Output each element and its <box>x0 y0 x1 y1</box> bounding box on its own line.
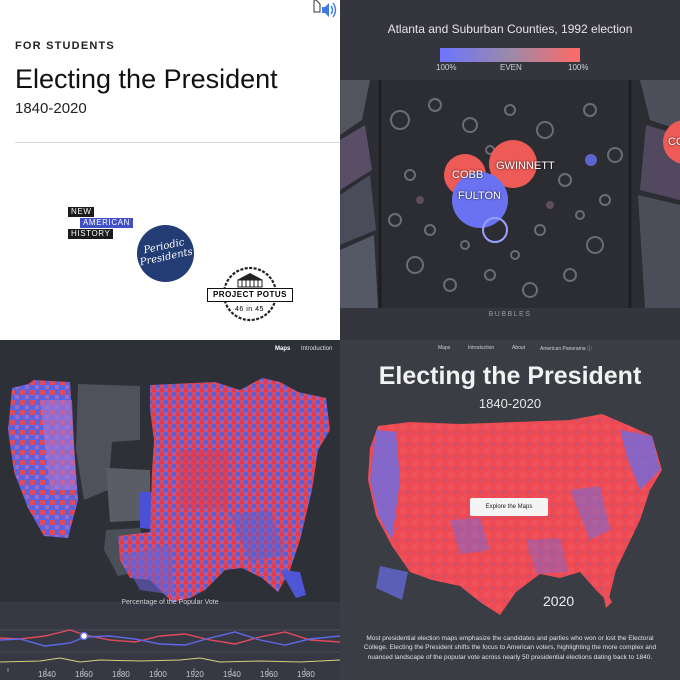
view-mode-label[interactable]: BUBBLES <box>488 311 532 318</box>
year-tick: 1940 <box>223 670 241 679</box>
popular-vote-chart-title: Percentage of the Popular Vote <box>121 599 219 606</box>
landing-hero-panel: Maps Introduction About American Panoram… <box>340 340 680 680</box>
intro-paragraph: Most presidential election maps emphasiz… <box>363 635 657 661</box>
legend-left-label: 100% <box>436 63 457 72</box>
year-tick: 1840 <box>38 670 56 679</box>
potus-subtitle: 46 in 45 <box>235 306 264 313</box>
year-tick: 1860 <box>75 670 93 679</box>
nav-introduction[interactable]: Introduction <box>468 345 495 351</box>
county-label-fulton: FULTON <box>458 190 501 202</box>
map-year-label: 2020 <box>543 593 575 609</box>
legend-mid-label: EVEN <box>500 63 522 72</box>
explore-maps-button[interactable]: Explore the Maps <box>470 498 548 516</box>
nav-introduction[interactable]: Introduction <box>301 346 333 352</box>
year-tick: 1960 <box>260 670 278 679</box>
atlanta-bubbles-panel: Atlanta and Suburban Counties, 1992 elec… <box>340 0 680 340</box>
nav-maps[interactable]: Maps <box>438 345 451 351</box>
bubble-map[interactable]: COBB GWINNETT FULTON CO <box>340 80 680 308</box>
year-tick: 1980 <box>297 670 315 679</box>
color-legend-bar <box>440 48 580 62</box>
nav-about[interactable]: About <box>512 345 526 351</box>
year-tick: 1920 <box>186 670 204 679</box>
periodic-presidents-logo[interactable]: Periodic Presidents <box>131 219 200 288</box>
county-label-gwinnett: GWINNETT <box>496 160 555 172</box>
logo-word: AMERICAN <box>80 218 134 228</box>
intro-card: FOR STUDENTS Electing the President 1840… <box>0 0 340 340</box>
nav-american-panorama[interactable]: American Panorama ⓘ <box>540 346 592 352</box>
speaker-icon[interactable] <box>310 0 340 22</box>
year-range: 1840-2020 <box>15 100 87 117</box>
county-label-cobb: COBB <box>452 169 484 181</box>
year-tick: 1900 <box>149 670 167 679</box>
county-map-panel: Maps Introduction <box>0 340 340 680</box>
kicker-label: FOR STUDENTS <box>15 40 115 52</box>
page-title: Electing the President <box>15 64 278 94</box>
logo-word: HISTORY <box>68 229 114 239</box>
county-label-partial: CO <box>668 136 680 148</box>
new-american-history-logo[interactable]: NEW AMERICAN HISTORY <box>68 207 134 240</box>
panel-title: Atlanta and Suburban Counties, 1992 elec… <box>387 22 633 36</box>
project-potus-logo[interactable]: PROJECT POTUS 46 in 45 <box>205 258 295 323</box>
hero-title: Electing the President <box>378 362 642 390</box>
legend-right-label: 100% <box>568 63 589 72</box>
us-county-map[interactable] <box>0 340 340 680</box>
year-tick: 1880 <box>112 670 130 679</box>
divider <box>15 142 340 143</box>
logo-word: NEW <box>68 207 95 217</box>
hero-years: 1840-2020 <box>478 396 542 411</box>
nav-maps[interactable]: Maps <box>275 346 291 352</box>
potus-banner: PROJECT POTUS <box>207 288 293 302</box>
